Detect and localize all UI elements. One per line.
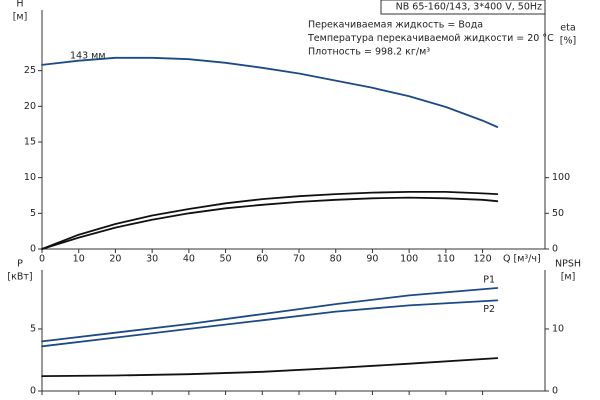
- y2-tick-label: 50: [552, 208, 564, 219]
- series-label: P2: [483, 304, 495, 315]
- x-tick-label: 30: [146, 254, 158, 265]
- series-label: 143 мм: [70, 50, 106, 61]
- x-tick-label: 0: [39, 254, 45, 265]
- x-tick-label: 20: [109, 254, 121, 265]
- y2-tick-label: 10: [552, 323, 564, 334]
- x-tick-label: 40: [183, 254, 195, 265]
- chart-title: NB 65-160/143, 3*400 V, 50Hz: [396, 2, 542, 13]
- series-line: [41, 56, 499, 128]
- info-box: [380, 0, 546, 15]
- x-tick-label: 70: [293, 254, 305, 265]
- y2-axis-unit: [м]: [561, 272, 576, 283]
- series-line: [41, 191, 499, 250]
- series-line: [41, 287, 499, 343]
- series-line: [41, 196, 499, 250]
- y-axis-label: P: [17, 259, 23, 270]
- annotation: Температура перекачиваемой жидкости = 20…: [307, 33, 554, 44]
- x-tick-label: 100: [400, 254, 418, 265]
- x-tick-label: 60: [256, 254, 268, 265]
- y-tick-label: 0: [30, 244, 36, 255]
- y-axis-unit: [кВт]: [7, 272, 32, 283]
- y-tick-label: 20: [24, 101, 36, 112]
- y-tick-label: 0: [30, 386, 36, 397]
- y-axis-unit: [м]: [13, 12, 28, 23]
- x-tick-label: 110: [437, 254, 455, 265]
- y2-axis-label: NPSH: [555, 259, 581, 270]
- y2-axis-unit: [%]: [560, 36, 576, 47]
- x-tick-label: 50: [220, 254, 232, 265]
- annotation: Перекачиваемая жидкость = Вода: [308, 20, 483, 31]
- x-tick-label: 10: [73, 254, 85, 265]
- series-line: [41, 357, 499, 377]
- y2-tick-label: 0: [552, 386, 558, 397]
- x-tick-label: 120: [474, 254, 492, 265]
- series-line: [41, 299, 499, 348]
- y2-axis-label: eta: [560, 23, 575, 34]
- annotation: Плотность = 998.2 кг/м³: [308, 47, 430, 58]
- y2-tick-label: 100: [552, 172, 570, 183]
- y2-tick-label: 0: [552, 244, 558, 255]
- y-tick-label: 15: [24, 136, 36, 147]
- y-tick-label: 10: [24, 172, 36, 183]
- series-label: P1: [483, 274, 495, 285]
- y-tick-label: 25: [24, 65, 36, 76]
- x-tick-label: 90: [366, 254, 378, 265]
- y-tick-label: 5: [30, 323, 36, 334]
- y-tick-label: 5: [30, 208, 36, 219]
- x-tick-label: 80: [330, 254, 342, 265]
- y-axis-label: H: [16, 0, 23, 10]
- x-axis-label: Q [м³/ч]: [503, 254, 541, 265]
